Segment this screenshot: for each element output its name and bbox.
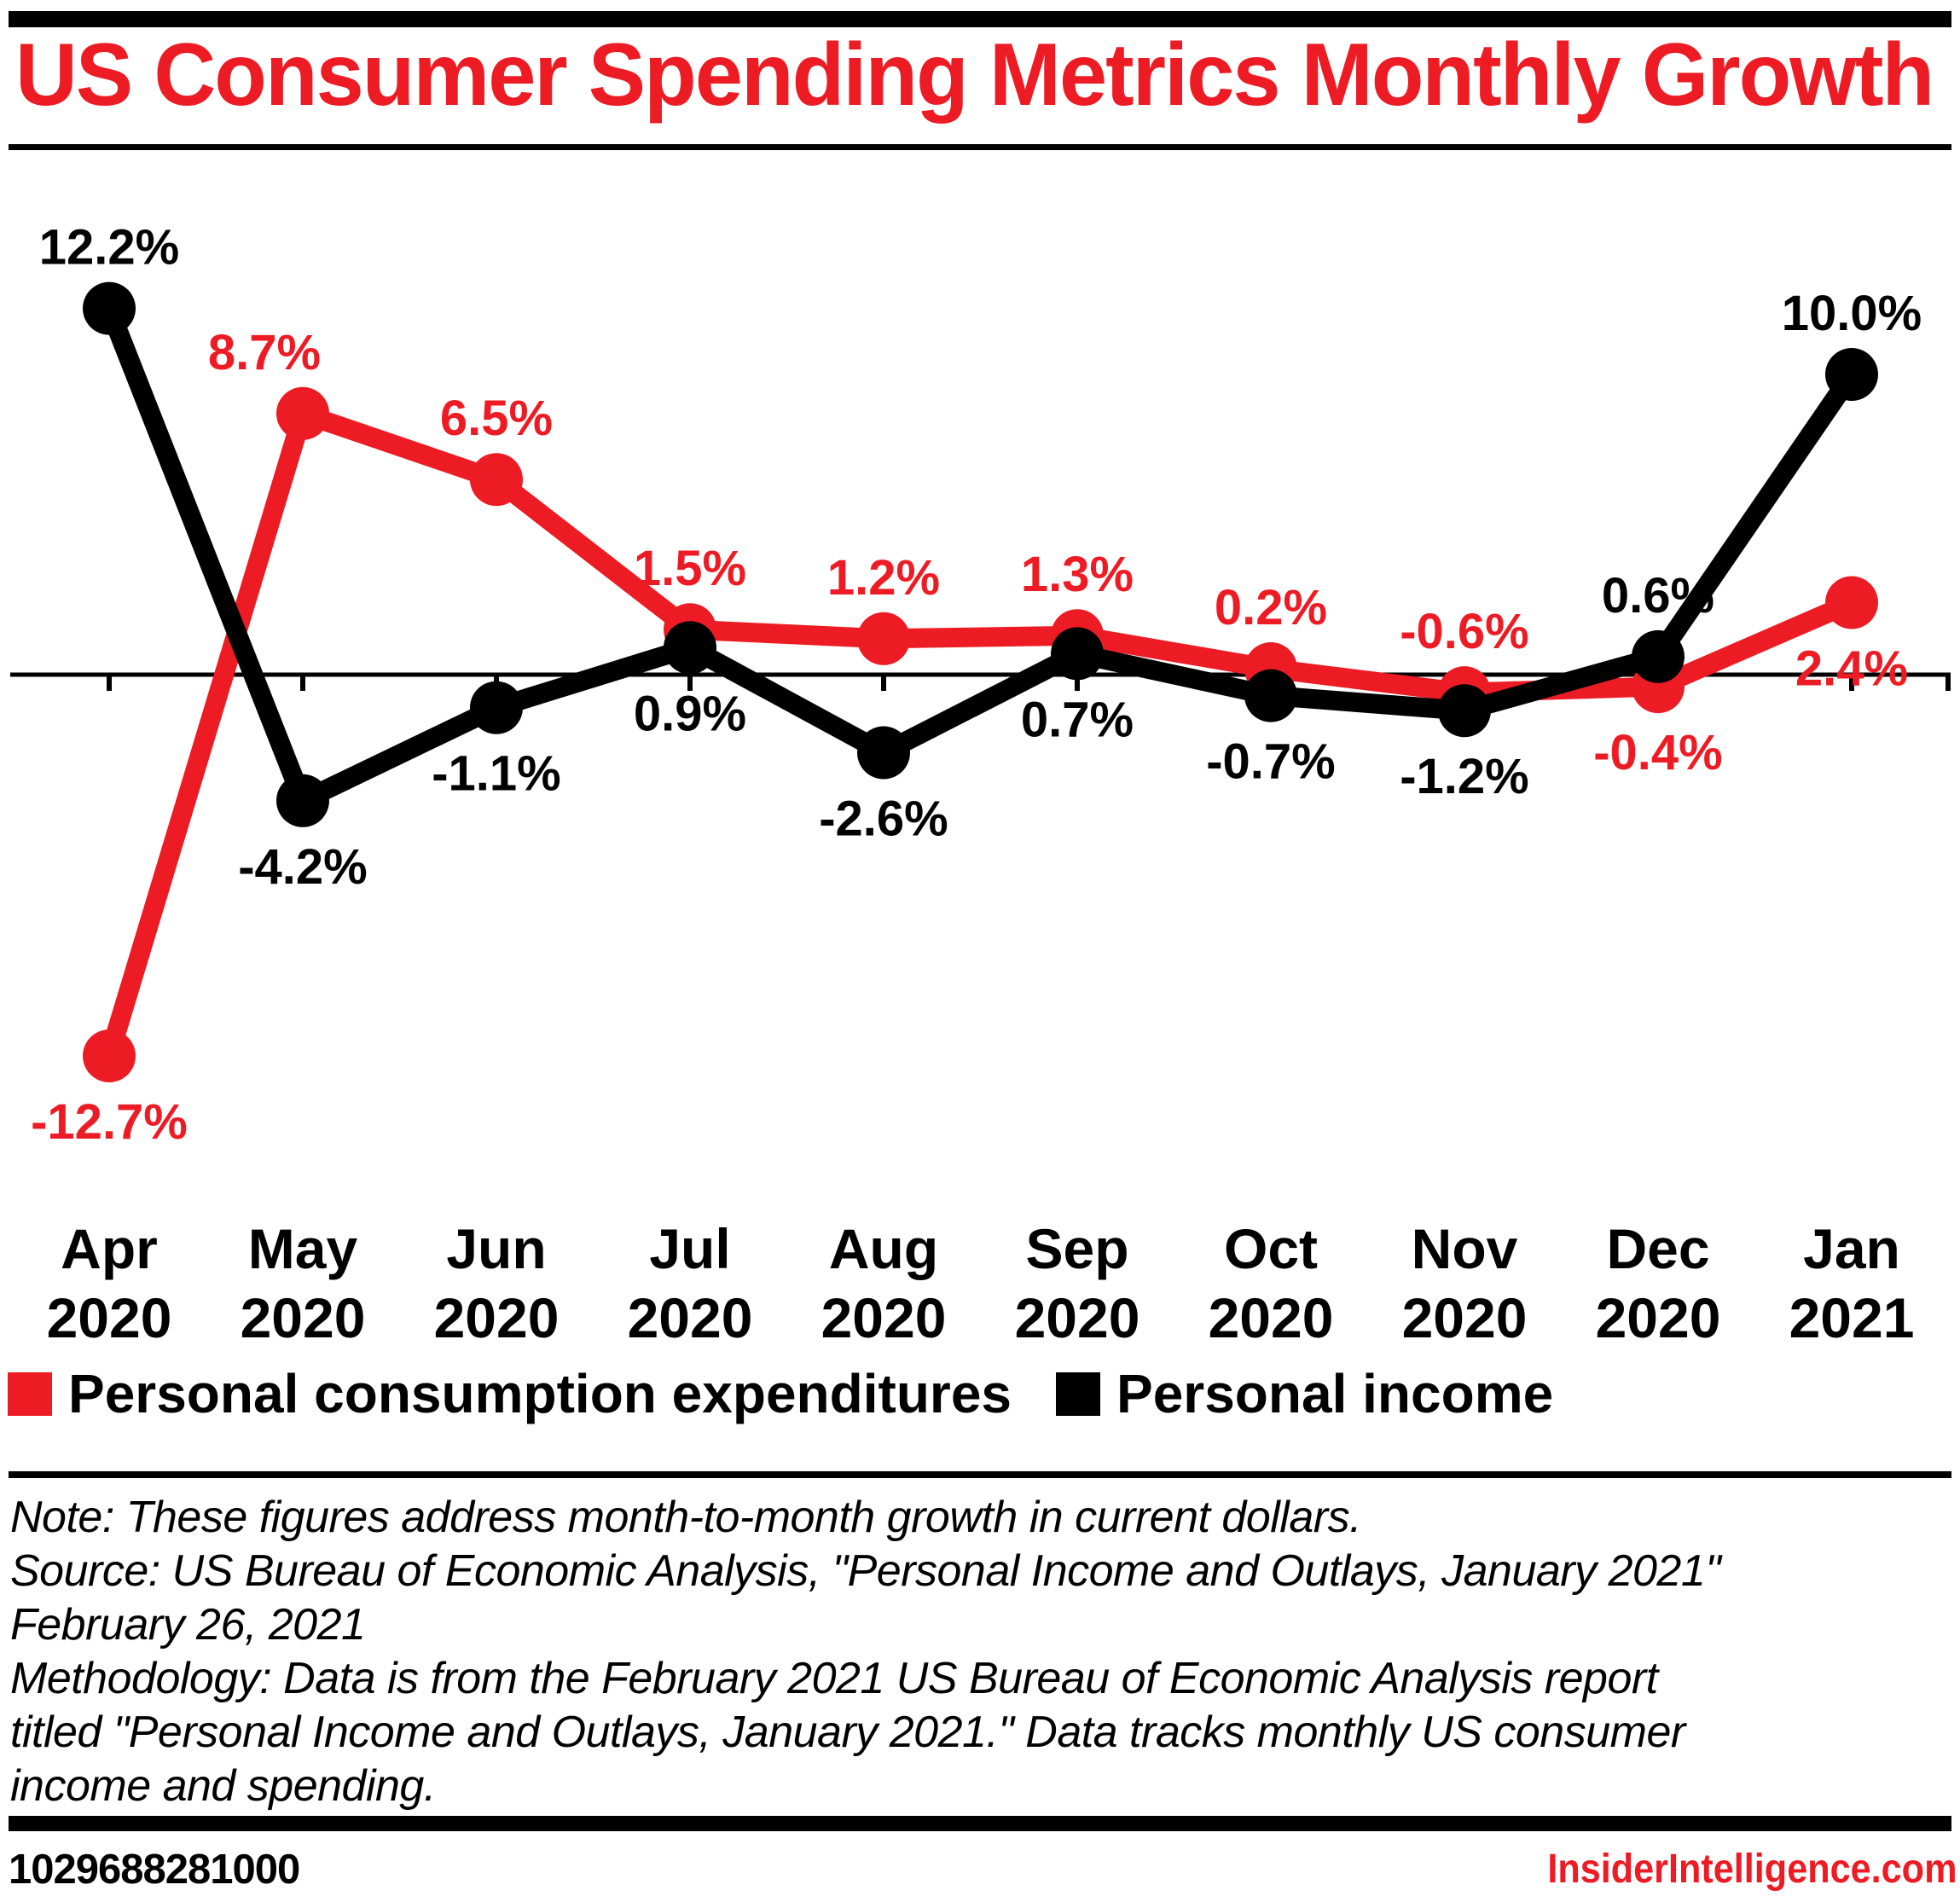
x-axis-label-month: Apr <box>61 1217 158 1280</box>
legend-label-pce: Personal consumption expenditures <box>68 1363 1012 1424</box>
x-axis-label-month: Jul <box>649 1217 730 1280</box>
data-label: -0.6% <box>1400 604 1529 659</box>
legend-label-income: Personal income <box>1116 1363 1554 1424</box>
x-axis-label-month: Dec <box>1606 1217 1709 1280</box>
data-label: 0.6% <box>1602 568 1714 623</box>
data-point <box>83 281 136 335</box>
data-label: -4.2% <box>238 839 368 895</box>
data-point <box>470 681 523 734</box>
top-bar <box>9 11 1951 27</box>
data-label: -0.7% <box>1206 734 1336 790</box>
legend-item-income: Personal income <box>1056 1366 1553 1421</box>
data-point <box>83 1029 136 1082</box>
note-line: Methodology: Data is from the February 2… <box>10 1654 1658 1703</box>
page-title: US Consumer Spending Metrics Monthly Gro… <box>15 26 1934 125</box>
data-label: 0.7% <box>1021 692 1134 747</box>
data-label: 1.3% <box>1021 547 1134 602</box>
footer-bar <box>9 1816 1951 1831</box>
data-point <box>664 621 716 675</box>
x-axis-label-year: 2020 <box>1015 1286 1140 1348</box>
x-axis-label-year: 2020 <box>241 1286 366 1348</box>
data-point <box>1825 576 1878 629</box>
data-label: -0.4% <box>1593 725 1723 780</box>
data-point <box>276 386 329 440</box>
x-axis-label-month: Jun <box>446 1217 546 1280</box>
data-point <box>857 612 910 665</box>
data-point <box>1438 684 1491 738</box>
data-label: -12.7% <box>31 1094 188 1150</box>
legend-swatch-red <box>8 1371 52 1416</box>
data-point <box>1825 348 1878 401</box>
data-point <box>1051 627 1104 681</box>
x-axis-label-year: 2020 <box>628 1286 753 1348</box>
note-line: Note: These figures address month-to-mon… <box>10 1493 1362 1542</box>
data-label: 0.2% <box>1215 580 1327 635</box>
note-line: titled "Personal Income and Outlays, Jan… <box>10 1708 1685 1757</box>
data-label: -2.6% <box>819 792 948 847</box>
legend-swatch-black <box>1056 1371 1100 1416</box>
data-point <box>1632 629 1685 683</box>
note-line: income and spending. <box>10 1761 436 1811</box>
data-point <box>1244 669 1297 722</box>
notes-block: Note: These figures address month-to-mon… <box>10 1491 1721 1813</box>
data-label: 1.2% <box>827 550 940 606</box>
note-line: Source: US Bureau of Economic Analysis, … <box>10 1546 1721 1596</box>
data-point <box>276 774 329 827</box>
data-label: 10.0% <box>1782 286 1922 341</box>
title-divider <box>9 144 1951 150</box>
x-axis-label-year: 2020 <box>47 1286 172 1348</box>
series-line-income <box>100 304 1860 811</box>
data-label: 8.7% <box>208 325 321 380</box>
data-label: 0.9% <box>634 686 746 741</box>
line-chart: -12.7% 8.7% 6.5% 1.5% 1.2% 1.3% 0.2% -0.6% -0.4%… <box>10 220 1951 1348</box>
data-label: 6.5% <box>440 391 553 446</box>
x-axis-label-year: 2020 <box>1402 1286 1528 1348</box>
notes-divider <box>9 1471 1951 1478</box>
footer-id-number: 1029688281000 <box>9 1847 300 1893</box>
x-axis-label-year: 2021 <box>1789 1286 1915 1348</box>
x-axis-label-month: Sep <box>1025 1217 1128 1280</box>
x-axis-label-month: Nov <box>1412 1217 1518 1280</box>
x-axis-label-year: 2020 <box>1596 1286 1721 1348</box>
x-axis-label-month: Oct <box>1224 1217 1318 1280</box>
data-point <box>857 726 910 780</box>
x-axis-label-month: Aug <box>829 1217 938 1280</box>
series-line-pce <box>99 403 1856 1059</box>
x-axis-label-year: 2020 <box>434 1286 560 1348</box>
footer-brand-url: InsiderIntelligence.com <box>1546 1847 1957 1892</box>
x-axis-label-month: May <box>248 1217 358 1280</box>
note-line: February 26, 2021 <box>10 1600 366 1650</box>
legend-item-pce: Personal consumption expenditures <box>8 1366 1012 1421</box>
x-axis-label-year: 2020 <box>1209 1286 1334 1348</box>
data-label: 1.5% <box>634 541 746 596</box>
data-label: -1.1% <box>432 746 561 802</box>
x-axis-label-year: 2020 <box>821 1286 947 1348</box>
x-axis-label-month: Jan <box>1803 1217 1900 1280</box>
data-label: 2.4% <box>1795 641 1908 697</box>
data-point <box>470 453 523 507</box>
data-label: -1.2% <box>1400 749 1529 804</box>
data-label: 12.2% <box>39 220 179 275</box>
